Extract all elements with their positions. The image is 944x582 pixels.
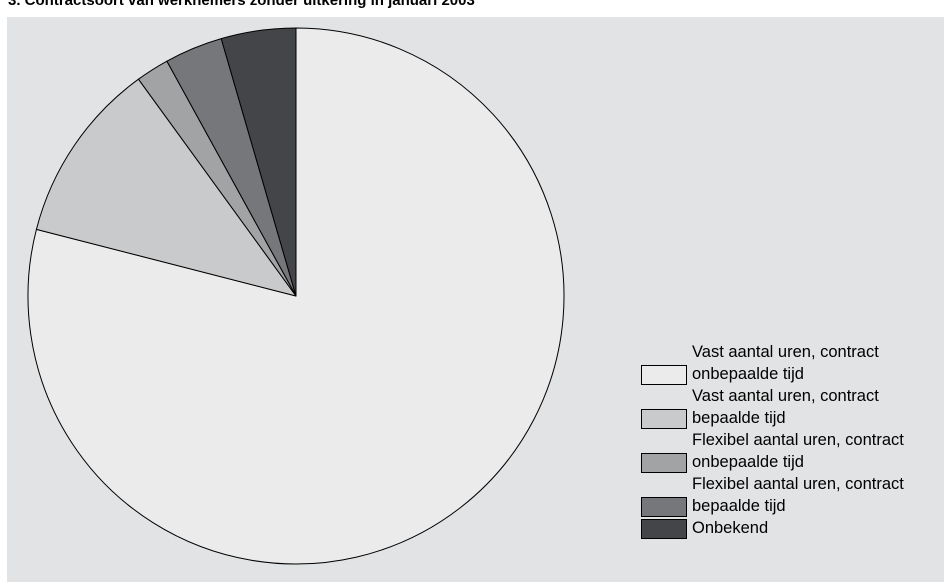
legend-swatch [641, 453, 687, 473]
legend-label: Flexibel aantal uren, contract bepaalde … [692, 475, 904, 515]
chart-title: 3. Contractsoort van werknemers zonder u… [8, 0, 475, 9]
legend-item: Flexibel aantal uren, contract bepaalde … [641, 473, 944, 517]
legend-item: Vast aantal uren, contract onbepaalde ti… [641, 341, 944, 385]
pie-slice [35, 78, 297, 297]
pie-slice [220, 27, 297, 297]
legend-label: Vast aantal uren, contract onbepaalde ti… [692, 343, 879, 383]
legend-item: Onbekend [641, 517, 944, 561]
legend-item: Flexibel aantal uren, contract onbepaald… [641, 429, 944, 473]
legend-label: Flexibel aantal uren, contract onbepaald… [692, 431, 904, 471]
legend-swatch [641, 409, 687, 429]
legend-swatch [641, 497, 687, 517]
legend-label: Vast aantal uren, contract bepaalde tijd [692, 387, 879, 427]
legend-swatch [641, 519, 687, 539]
chart-plot-area: Vast aantal uren, contract onbepaalde ti… [7, 17, 944, 582]
legend-label: Onbekend [692, 519, 769, 537]
legend-item: Vast aantal uren, contract bepaalde tijd [641, 385, 944, 429]
pie-chart [27, 27, 565, 565]
legend-swatch [641, 365, 687, 385]
